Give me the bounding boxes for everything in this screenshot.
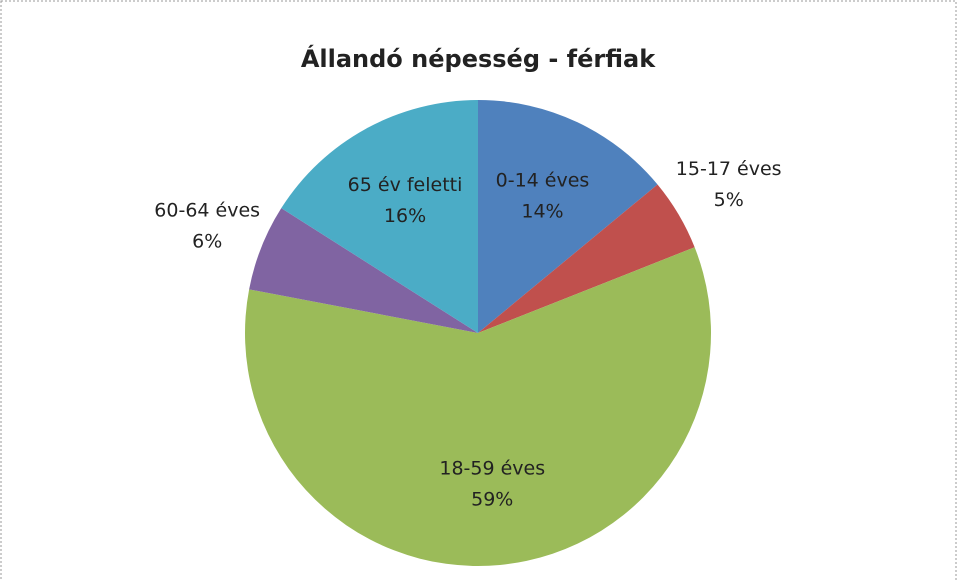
pie-slice <box>249 208 478 333</box>
value-label: 59% <box>471 488 513 510</box>
pie-slice <box>478 184 695 333</box>
pie-slice <box>478 100 658 333</box>
category-label: 0-14 éves <box>496 169 590 191</box>
value-label: 14% <box>521 200 563 222</box>
category-label: 60-64 éves <box>154 199 260 221</box>
category-label: 18-59 éves <box>439 457 545 479</box>
category-label: 15-17 éves <box>676 158 782 180</box>
pie-slice <box>244 247 711 566</box>
value-label: 6% <box>192 230 222 252</box>
pie-slice <box>281 100 478 333</box>
chart-title: Állandó népesség - férfiak <box>301 44 656 73</box>
value-label: 16% <box>384 205 426 227</box>
category-label: 65 év feletti <box>348 174 463 196</box>
value-label: 5% <box>714 189 744 211</box>
